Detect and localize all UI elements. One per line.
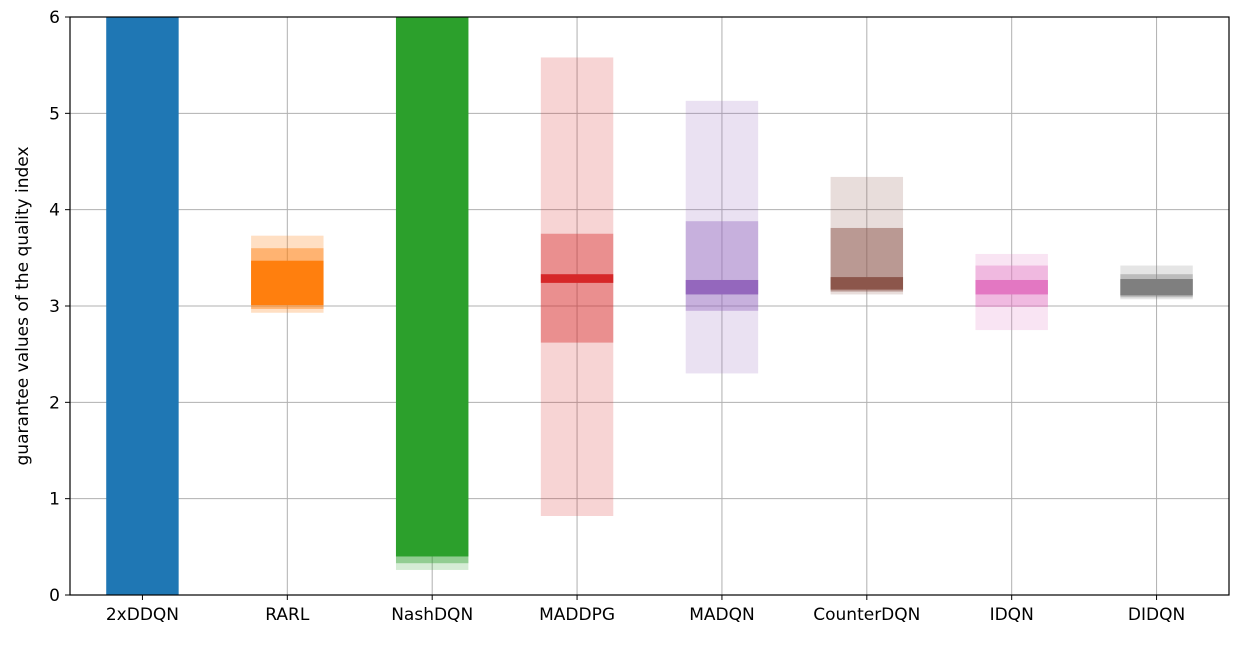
y-tick-label: 0 bbox=[49, 586, 60, 606]
bar-band bbox=[975, 279, 1048, 295]
bar-group-6 bbox=[975, 253, 1048, 331]
bar-group-3 bbox=[540, 57, 614, 517]
bar-band bbox=[395, 17, 469, 557]
y-tick-label: 3 bbox=[49, 297, 60, 317]
y-axis: 0 1 2 3 4 5 6 bbox=[49, 8, 70, 606]
x-tick-label: IDQN bbox=[990, 605, 1034, 625]
bar-band bbox=[540, 274, 614, 283]
bar-group-5 bbox=[830, 176, 904, 295]
bar-group-4 bbox=[685, 100, 759, 374]
bar-group-1 bbox=[251, 235, 324, 313]
bar-group-2 bbox=[395, 17, 469, 570]
x-tick-label: CounterDQN bbox=[813, 605, 920, 625]
bar-group-7 bbox=[1120, 265, 1193, 300]
bar-band bbox=[106, 17, 179, 595]
grid-lines bbox=[70, 16, 1229, 596]
x-tick-label: RARL bbox=[265, 605, 310, 625]
bar-band bbox=[685, 100, 759, 374]
x-tick-label: MADDPG bbox=[539, 605, 615, 625]
x-tick-label: NashDQN bbox=[391, 605, 473, 625]
y-tick-label: 2 bbox=[49, 393, 60, 413]
bar-band bbox=[830, 277, 904, 290]
bar-band bbox=[685, 221, 759, 311]
bar-group-0 bbox=[106, 17, 179, 595]
x-tick-label: DIDQN bbox=[1128, 605, 1185, 625]
y-axis-label: guarantee values of the quality index bbox=[13, 146, 33, 465]
x-tick-label: 2xDDQN bbox=[106, 605, 179, 625]
bar-band bbox=[1120, 279, 1193, 296]
x-axis: 2xDDQN RARL NashDQN MADDPG MADQN CounterDQN ID… bbox=[106, 595, 1185, 625]
bar-band bbox=[251, 260, 324, 306]
y-tick-label: 1 bbox=[49, 490, 60, 510]
bars bbox=[106, 17, 1193, 595]
x-tick-label: MADQN bbox=[689, 605, 755, 625]
y-tick-label: 5 bbox=[49, 104, 60, 124]
bar-band bbox=[685, 279, 759, 295]
bar-band bbox=[540, 233, 614, 343]
bar-band bbox=[540, 57, 614, 517]
y-tick-label: 4 bbox=[49, 201, 60, 221]
y-tick-label: 6 bbox=[49, 8, 60, 28]
